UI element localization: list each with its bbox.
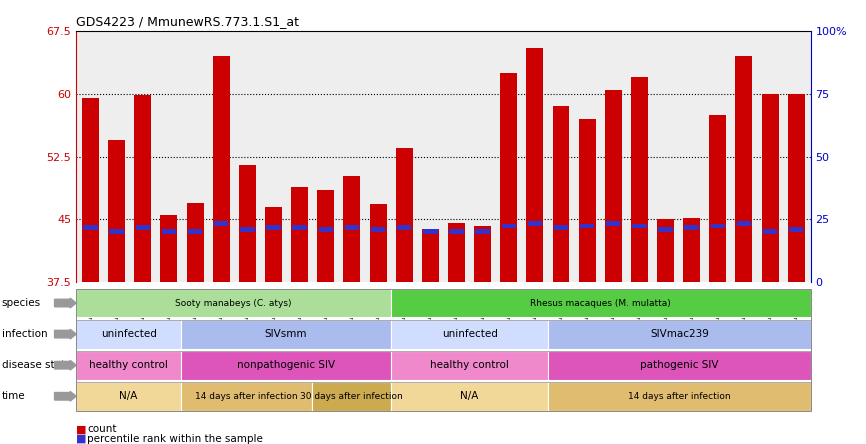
Text: 14 days after infection: 14 days after infection [196,392,298,401]
Bar [711,224,725,228]
Bar [632,224,647,228]
Bar [606,221,620,226]
Text: count: count [87,424,117,434]
Bar [737,221,751,226]
Bar [397,225,411,230]
Text: SIVmac239: SIVmac239 [650,329,709,339]
Bar [735,56,753,282]
Bar [658,227,673,232]
Bar [265,207,282,282]
Text: infection: infection [2,329,48,339]
Bar [344,176,360,282]
Bar [578,119,596,282]
Bar [213,56,229,282]
Text: 14 days after infection: 14 days after infection [628,392,731,401]
Bar [160,215,178,282]
Text: SIVsmm: SIVsmm [265,329,307,339]
Bar [449,230,463,234]
Bar [239,165,255,282]
Text: N/A: N/A [120,391,138,401]
Bar [657,219,674,282]
Text: ■: ■ [76,434,87,444]
Bar [631,77,648,282]
Bar [293,225,307,230]
Bar [317,190,334,282]
Bar [553,107,570,282]
Bar [580,224,594,228]
Bar [134,95,152,282]
Text: 30 days after infection: 30 days after infection [301,392,403,401]
Text: healthy control: healthy control [89,360,168,370]
Bar [83,225,98,230]
Bar [188,230,203,234]
Bar [709,115,727,282]
Bar [788,94,805,282]
Bar [109,230,124,234]
Text: GDS4223 / MmunewRS.773.1.S1_at: GDS4223 / MmunewRS.773.1.S1_at [76,16,300,28]
Bar [423,230,437,234]
Bar [187,202,204,282]
Bar [108,140,126,282]
Bar [240,227,255,232]
Bar [763,230,778,234]
Bar [345,225,359,230]
Text: time: time [2,391,25,401]
Bar [789,227,804,232]
Bar [370,204,386,282]
Bar [319,227,333,232]
Bar [683,218,700,282]
Bar [604,90,622,282]
Text: Sooty manabeys (C. atys): Sooty manabeys (C. atys) [175,298,292,308]
Bar [214,221,229,226]
Bar [501,224,516,228]
Text: species: species [2,298,41,308]
Bar [474,226,491,282]
Bar [371,227,385,232]
Bar [527,221,542,226]
Bar [267,225,281,230]
Bar [291,187,308,282]
Bar [553,225,568,230]
Bar [761,94,779,282]
Text: percentile rank within the sample: percentile rank within the sample [87,434,263,444]
Bar [136,225,150,230]
Text: N/A: N/A [461,391,479,401]
Text: healthy control: healthy control [430,360,509,370]
Bar [684,225,699,230]
Bar [475,230,490,234]
Bar [448,223,465,282]
Text: uninfected: uninfected [442,329,498,339]
Text: uninfected: uninfected [100,329,157,339]
Bar [501,73,517,282]
Bar [527,48,543,282]
Bar [396,148,413,282]
Text: disease state: disease state [2,360,71,370]
Bar [162,230,176,234]
Text: nonpathogenic SIV: nonpathogenic SIV [237,360,335,370]
Text: pathogenic SIV: pathogenic SIV [640,360,719,370]
Text: ■: ■ [76,424,87,434]
Text: Rhesus macaques (M. mulatta): Rhesus macaques (M. mulatta) [530,298,671,308]
Bar [82,98,99,282]
Bar [422,229,439,282]
